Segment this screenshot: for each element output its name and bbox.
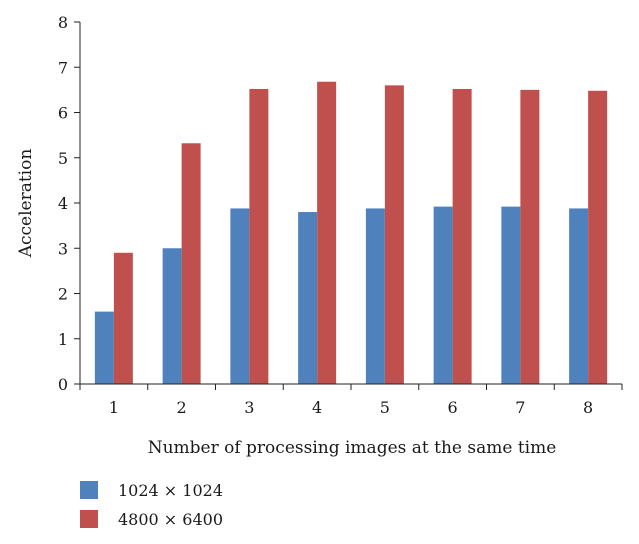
legend-swatch-series-2 xyxy=(80,510,98,528)
bar-series-2-cat-5 xyxy=(384,85,404,384)
y-tick-label-3: 3 xyxy=(58,239,68,258)
x-tick-label-7: 7 xyxy=(515,398,525,417)
y-tick-label-6: 6 xyxy=(58,104,68,123)
y-tick-label-8: 8 xyxy=(58,13,68,32)
bar-series-2-cat-8 xyxy=(588,90,608,384)
bar-series-1-cat-3 xyxy=(230,208,250,384)
legend: 1024 × 1024 4800 × 6400 xyxy=(80,480,223,538)
bar-series-1-cat-2 xyxy=(162,248,182,384)
x-tick-label-8: 8 xyxy=(583,398,593,417)
x-tick-label-2: 2 xyxy=(177,398,187,417)
y-tick-label-7: 7 xyxy=(58,58,68,77)
legend-label-series-1: 1024 × 1024 xyxy=(118,480,224,500)
legend-swatch-series-1 xyxy=(80,481,98,499)
legend-label-series-2: 4800 × 6400 xyxy=(118,509,224,529)
bar-series-1-cat-6 xyxy=(433,206,453,384)
x-tick-label-1: 1 xyxy=(109,398,119,417)
y-tick-label-2: 2 xyxy=(58,285,68,304)
bar-series-2-cat-7 xyxy=(520,89,540,384)
y-tick-label-4: 4 xyxy=(58,194,68,213)
bar-series-2-cat-2 xyxy=(181,143,201,384)
plot-area: 0 1 2 3 4 5 6 7 8 1 2 3 4 5 6 7 8 xyxy=(58,13,623,417)
bar-series-2-cat-3 xyxy=(249,88,269,384)
bar-series-1-cat-4 xyxy=(298,212,318,384)
bar-series-2-cat-6 xyxy=(452,88,472,384)
bar-series-1-cat-5 xyxy=(365,208,385,384)
bar-chart: Acceleration Number of processing images… xyxy=(16,13,623,458)
x-tick-label-6: 6 xyxy=(448,398,458,417)
y-tick-label-0: 0 xyxy=(58,375,68,394)
y-axis-title: Acceleration xyxy=(16,149,36,259)
bar-series-2-cat-4 xyxy=(317,81,337,384)
legend-item-series-2: 4800 × 6400 xyxy=(80,509,223,529)
bar-series-1-cat-1 xyxy=(94,311,114,384)
bar-series-1-cat-8 xyxy=(569,208,589,384)
x-axis-title: Number of processing images at the same … xyxy=(148,438,557,458)
x-tick-label-5: 5 xyxy=(380,398,390,417)
legend-item-series-1: 1024 × 1024 xyxy=(80,480,223,500)
bar-series-2-cat-1 xyxy=(113,252,133,384)
bar-series-1-cat-7 xyxy=(501,206,521,384)
y-tick-label-5: 5 xyxy=(58,149,68,168)
x-tick-label-4: 4 xyxy=(312,398,322,417)
x-tick-label-3: 3 xyxy=(244,398,254,417)
y-tick-label-1: 1 xyxy=(58,330,68,349)
